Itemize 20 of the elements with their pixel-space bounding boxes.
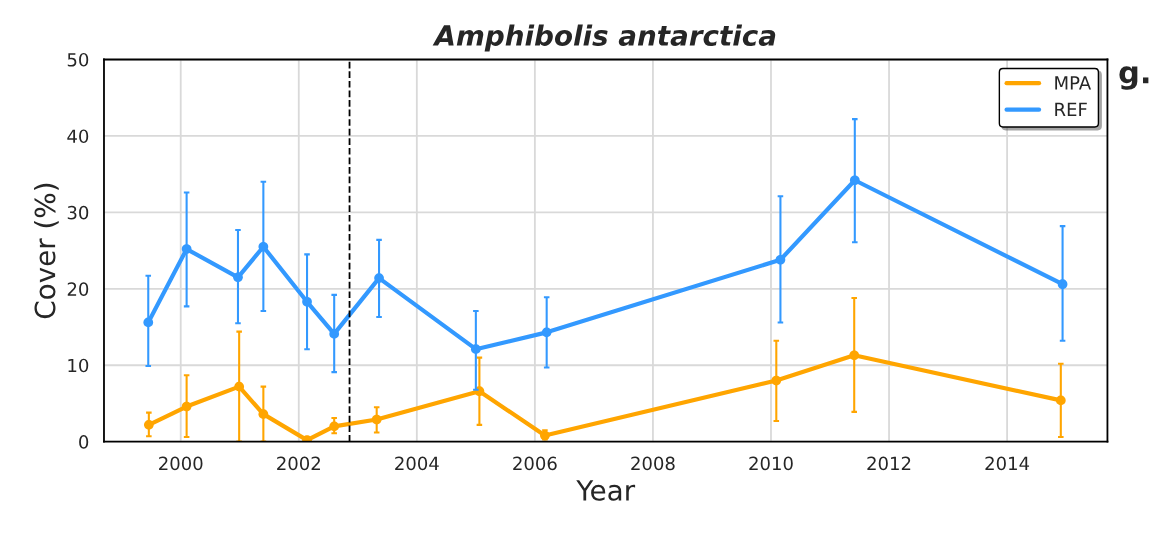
x-tick-label: 2014 bbox=[985, 456, 1030, 471]
y-tick-label: 10 bbox=[68, 358, 89, 373]
x-tick-label: 2012 bbox=[867, 456, 911, 471]
y-tick-label: 0 bbox=[79, 435, 89, 449]
chart-title: Amphibolis antarctica bbox=[432, 24, 776, 52]
y-axis-title: Cover (%) bbox=[34, 183, 59, 319]
y-tick-label: 40 bbox=[67, 129, 89, 144]
text: g. bbox=[1119, 66, 1149, 90]
y-tick-label: 30 bbox=[67, 205, 89, 220]
x-tick-label: 2008 bbox=[631, 456, 675, 471]
x-axis-title: Year bbox=[576, 480, 636, 501]
y-tick-label: 20 bbox=[67, 282, 89, 296]
x-tick-label: 2004 bbox=[395, 456, 439, 471]
legend-label: MPA bbox=[1055, 76, 1092, 90]
legend-label: REF bbox=[1055, 102, 1087, 116]
x-tick-label: 2006 bbox=[513, 456, 557, 471]
x-tick-label: 2010 bbox=[749, 456, 793, 471]
x-tick-label: 2000 bbox=[159, 456, 203, 471]
x-tick-label: 2002 bbox=[277, 456, 320, 471]
y-tick-label: 50 bbox=[67, 52, 89, 67]
